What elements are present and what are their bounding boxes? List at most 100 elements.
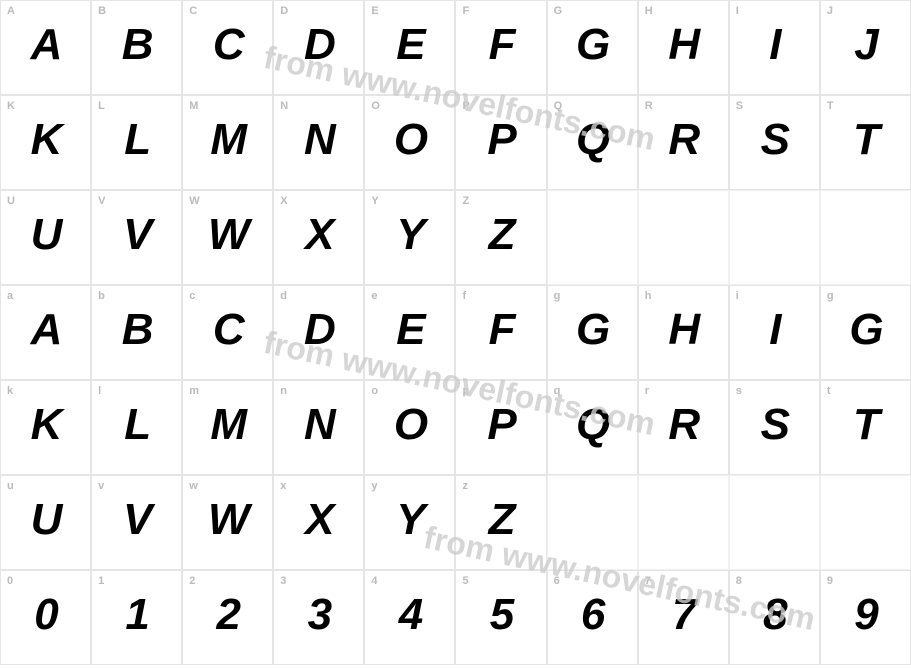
cell-glyph: V	[92, 498, 181, 542]
cell-glyph: T	[821, 118, 910, 162]
cell-glyph: M	[183, 403, 272, 447]
glyph-cell-3: 33	[273, 570, 364, 665]
cell-label: q	[554, 385, 561, 397]
glyph-cell-w: wW	[182, 475, 273, 570]
cell-glyph: 1	[92, 593, 181, 637]
cell-label: G	[554, 5, 563, 17]
glyph-cell-b: bB	[91, 285, 182, 380]
cell-label: h	[645, 290, 652, 302]
cell-glyph: S	[730, 403, 819, 447]
cell-label: v	[98, 480, 104, 492]
empty-cell	[820, 475, 911, 570]
cell-label: M	[189, 100, 198, 112]
glyph-cell-g: gG	[547, 285, 638, 380]
cell-glyph: L	[92, 403, 181, 447]
cell-label: l	[98, 385, 101, 397]
cell-label: g	[554, 290, 561, 302]
cell-label: N	[280, 100, 288, 112]
glyph-cell-H: HH	[638, 0, 729, 95]
glyph-cell-J: JJ	[820, 0, 911, 95]
glyph-cell-E: EE	[364, 0, 455, 95]
cell-glyph: U	[1, 498, 90, 542]
cell-label: 9	[827, 575, 833, 587]
glyph-cell-Z: ZZ	[455, 190, 546, 285]
empty-cell	[638, 190, 729, 285]
glyph-cell-p: pP	[455, 380, 546, 475]
cell-glyph: X	[274, 213, 363, 257]
glyph-cell-B: BB	[91, 0, 182, 95]
cell-glyph: Q	[548, 118, 637, 162]
cell-glyph: D	[274, 23, 363, 67]
cell-label: f	[462, 290, 466, 302]
cell-label: P	[462, 100, 469, 112]
cell-label: K	[7, 100, 15, 112]
glyph-cell-F: FF	[455, 0, 546, 95]
glyph-cell-6: 66	[547, 570, 638, 665]
cell-label: b	[98, 290, 105, 302]
cell-glyph: A	[1, 308, 90, 352]
cell-glyph: 0	[1, 593, 90, 637]
glyph-cell-k: kK	[0, 380, 91, 475]
cell-label: Y	[371, 195, 378, 207]
glyph-cell-9: 99	[820, 570, 911, 665]
glyph-cell-d: dD	[273, 285, 364, 380]
cell-glyph: B	[92, 23, 181, 67]
cell-glyph: W	[183, 213, 272, 257]
cell-label: Q	[554, 100, 563, 112]
cell-glyph: 7	[639, 593, 728, 637]
cell-label: k	[7, 385, 13, 397]
cell-label: d	[280, 290, 287, 302]
glyph-cell-8: 88	[729, 570, 820, 665]
glyph-cell-K: KK	[0, 95, 91, 190]
cell-glyph: H	[639, 308, 728, 352]
glyph-cell-r: rR	[638, 380, 729, 475]
glyph-cell-s: sS	[729, 380, 820, 475]
glyph-cell-y: yY	[364, 475, 455, 570]
glyph-cell-Q: QQ	[547, 95, 638, 190]
cell-label: S	[736, 100, 743, 112]
glyph-cell-t: tT	[820, 380, 911, 475]
glyph-cell-c: cC	[182, 285, 273, 380]
glyph-cell-Y: YY	[364, 190, 455, 285]
empty-cell	[820, 190, 911, 285]
cell-glyph: C	[183, 23, 272, 67]
cell-label: I	[736, 5, 739, 17]
cell-label: T	[827, 100, 834, 112]
glyph-cell-4: 44	[364, 570, 455, 665]
cell-label: n	[280, 385, 287, 397]
cell-label: w	[189, 480, 198, 492]
cell-label: B	[98, 5, 106, 17]
cell-glyph: 4	[365, 593, 454, 637]
glyph-cell-S: SS	[729, 95, 820, 190]
cell-glyph: F	[456, 23, 545, 67]
cell-glyph: O	[365, 118, 454, 162]
cell-glyph: E	[365, 308, 454, 352]
font-character-map: AABBCCDDEEFFGGHHIIJJKKLLMMNNOOPPQQRRSSTT…	[0, 0, 911, 665]
glyph-cell-W: WW	[182, 190, 273, 285]
empty-cell	[547, 190, 638, 285]
glyph-cell-1: 11	[91, 570, 182, 665]
cell-label: X	[280, 195, 287, 207]
glyph-cell-m: mM	[182, 380, 273, 475]
empty-cell	[729, 190, 820, 285]
glyph-cell-C: CC	[182, 0, 273, 95]
cell-glyph: W	[183, 498, 272, 542]
cell-glyph: D	[274, 308, 363, 352]
cell-glyph: K	[1, 403, 90, 447]
glyph-cell-g: gG	[820, 285, 911, 380]
cell-glyph: G	[821, 308, 910, 352]
glyph-cell-5: 55	[455, 570, 546, 665]
empty-cell	[547, 475, 638, 570]
cell-label: u	[7, 480, 14, 492]
cell-glyph: Z	[456, 213, 545, 257]
cell-label: C	[189, 5, 197, 17]
cell-label: E	[371, 5, 378, 17]
cell-label: 8	[736, 575, 742, 587]
glyph-cell-i: iI	[729, 285, 820, 380]
cell-glyph: 5	[456, 593, 545, 637]
glyph-cell-0: 00	[0, 570, 91, 665]
cell-label: H	[645, 5, 653, 17]
cell-glyph: Z	[456, 498, 545, 542]
cell-label: 6	[554, 575, 560, 587]
cell-label: e	[371, 290, 377, 302]
